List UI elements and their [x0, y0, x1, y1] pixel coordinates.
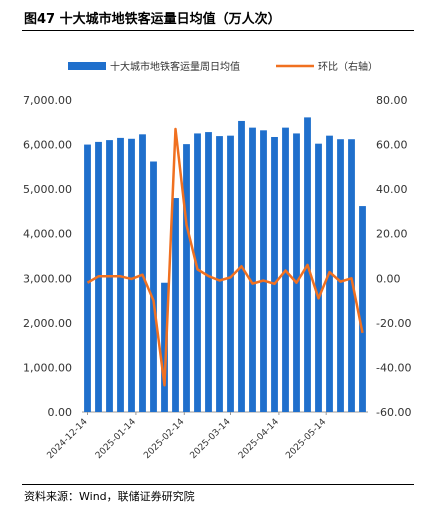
- bar: [271, 136, 278, 413]
- bar: [260, 130, 267, 412]
- y-right-tick-label: 0.00: [376, 272, 401, 285]
- legend-bar-label: 十大城市地铁客运量周日均值: [110, 60, 240, 73]
- line-series: [86, 127, 364, 387]
- x-tick-label: 2025-03-14: [189, 417, 233, 461]
- bar: [227, 135, 234, 412]
- bar: [128, 138, 135, 412]
- y-right-tick-label: -60.00: [376, 406, 411, 419]
- bar: [150, 161, 157, 412]
- title-divider: [22, 30, 414, 31]
- chart: 十大城市地铁客运量周日均值 环比（右轴） 0.00 1,000.00 2,000.0…: [23, 60, 411, 461]
- chart-title: 图47 十大城市地铁客运量日均值（万人次）: [24, 12, 281, 27]
- bar: [337, 139, 344, 412]
- bar: [194, 133, 201, 412]
- bar: [84, 144, 91, 412]
- x-tick-label: 2025-02-14: [142, 417, 186, 461]
- x-tick-label: 2025-04-14: [237, 417, 281, 461]
- x-tick-label: 2025-01-14: [94, 417, 138, 461]
- legend: 十大城市地铁客运量周日均值 环比（右轴）: [68, 60, 378, 73]
- bar: [216, 136, 223, 412]
- bar: [117, 137, 124, 412]
- bar: [359, 206, 366, 412]
- bar: [348, 139, 355, 412]
- y-left-tick-label: 5,000.00: [23, 183, 72, 196]
- bar: [315, 143, 322, 412]
- x-tick-label: 2025-05-14: [284, 417, 328, 461]
- y-left-tick-label: 2,000.00: [23, 317, 72, 330]
- y-left-tick-label: 7,000.00: [23, 94, 72, 107]
- bar: [161, 282, 168, 412]
- y-right-tick-label: -20.00: [376, 317, 411, 330]
- y-right-tick-label: 20.00: [376, 228, 408, 241]
- y-right-tick-label: 80.00: [376, 94, 408, 107]
- y-right-tick-label: -40.00: [376, 361, 411, 374]
- bar: [249, 127, 256, 412]
- bar: [183, 144, 190, 412]
- bar: [205, 132, 212, 412]
- y-left-tick-label: 4,000.00: [23, 228, 72, 241]
- y-left-tick-label: 6,000.00: [23, 139, 72, 152]
- legend-line-label: 环比（右轴）: [318, 60, 378, 73]
- footer-divider: [22, 484, 414, 485]
- source-note: 资料来源：Wind，联储证券研究院: [24, 490, 195, 503]
- y-right-tick-label: 40.00: [376, 183, 408, 196]
- bar: [139, 134, 146, 412]
- y-left-tick-label: 1,000.00: [23, 361, 72, 374]
- y-right-tick-label: 60.00: [376, 139, 408, 152]
- bar: [293, 133, 300, 412]
- line-path: [86, 127, 364, 387]
- y-left-tick-label: 0.00: [48, 406, 73, 419]
- bar-series: [84, 117, 366, 413]
- x-tick-label: 2024-12-14: [46, 417, 90, 461]
- y-left-tick-label: 3,000.00: [23, 272, 72, 285]
- legend-bar-swatch: [68, 62, 106, 70]
- bar: [172, 198, 179, 412]
